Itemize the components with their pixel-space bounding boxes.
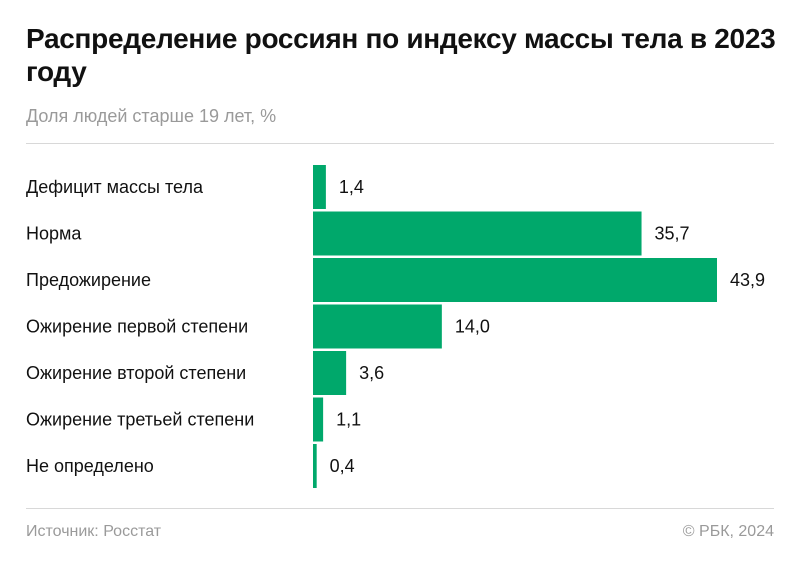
bar	[313, 258, 717, 302]
category-label: Не определено	[26, 456, 154, 476]
bottom-divider	[26, 508, 774, 509]
category-label: Предожирение	[26, 270, 151, 290]
category-label: Дефицит массы тела	[26, 177, 204, 197]
bar	[313, 304, 442, 349]
value-label: 0,4	[330, 456, 355, 476]
chart-title: Распределение россиян по индексу массы т…	[26, 23, 776, 87]
value-label: 35,7	[655, 224, 690, 244]
category-label: Норма	[26, 224, 82, 244]
bar	[313, 444, 317, 488]
value-label: 43,9	[730, 270, 765, 290]
source-note: Источник: Росстат	[26, 523, 162, 540]
value-label: 1,4	[339, 177, 364, 197]
value-label: 1,1	[336, 410, 361, 430]
bar	[313, 211, 642, 256]
value-label: 3,6	[359, 363, 384, 383]
bar	[313, 165, 326, 209]
category-label: Ожирение третьей степени	[26, 410, 254, 430]
bar	[313, 351, 347, 395]
top-divider	[26, 143, 774, 144]
copyright: © РБК, 2024	[682, 523, 774, 540]
category-label: Ожирение второй степени	[26, 363, 246, 383]
chart-subtitle: Доля людей старше 19 лет, %	[26, 106, 277, 126]
bar	[313, 397, 324, 442]
category-label: Ожирение первой степени	[26, 317, 248, 337]
value-label: 14,0	[455, 317, 490, 337]
